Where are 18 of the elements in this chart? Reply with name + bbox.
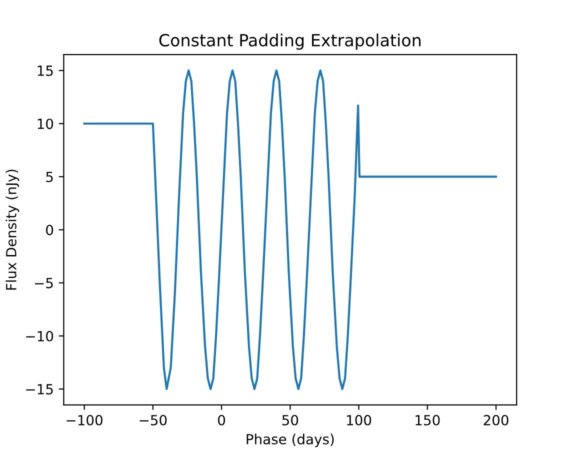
y-tick-label: 10 [38, 118, 54, 130]
line-series [83, 69, 498, 390]
x-tick-label: 50 [282, 414, 298, 426]
y-tick-label: −10 [26, 330, 54, 342]
x-tick-label: 100 [347, 414, 372, 426]
y-tick-label: −5 [34, 278, 53, 288]
x-tick-label: 150 [416, 414, 440, 426]
x-axis-title: Phase (days) [246, 434, 334, 448]
y-axis-title: Flux Density (nJy) [6, 170, 20, 290]
x-tick-label: 200 [484, 414, 508, 426]
y-tick-label: 0 [46, 224, 54, 236]
y-tick-label: 5 [46, 172, 53, 182]
x-tick-label: −50 [140, 414, 167, 426]
y-tick-label: −15 [26, 384, 53, 394]
chart-title: Constant Padding Extrapolation [159, 34, 420, 50]
x-tick-label: −100 [66, 414, 102, 426]
y-tick-label: 15 [38, 66, 53, 76]
x-tick-label: 0 [218, 414, 226, 426]
